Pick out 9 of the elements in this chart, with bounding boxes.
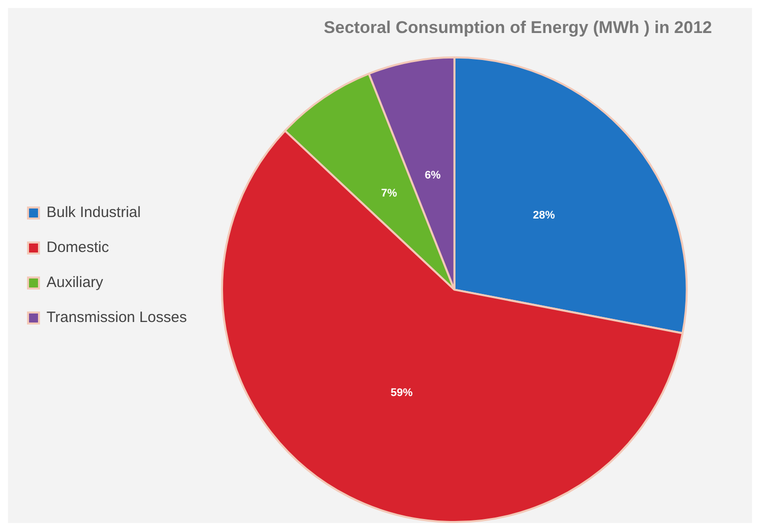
data-label: 7% [381,188,398,200]
legend-label: Bulk Industrial [46,204,141,222]
chart-title: Sectoral Consumption of Energy (MWh ) in 2012 [324,18,712,37]
data-label: 28% [532,210,556,222]
legend-label: Domestic [46,239,110,256]
data-label: 6% [424,170,441,182]
legend-label: Auxiliary [46,274,104,292]
legend-label: Transmission Losses [46,309,187,326]
data-label: 59% [390,387,413,400]
